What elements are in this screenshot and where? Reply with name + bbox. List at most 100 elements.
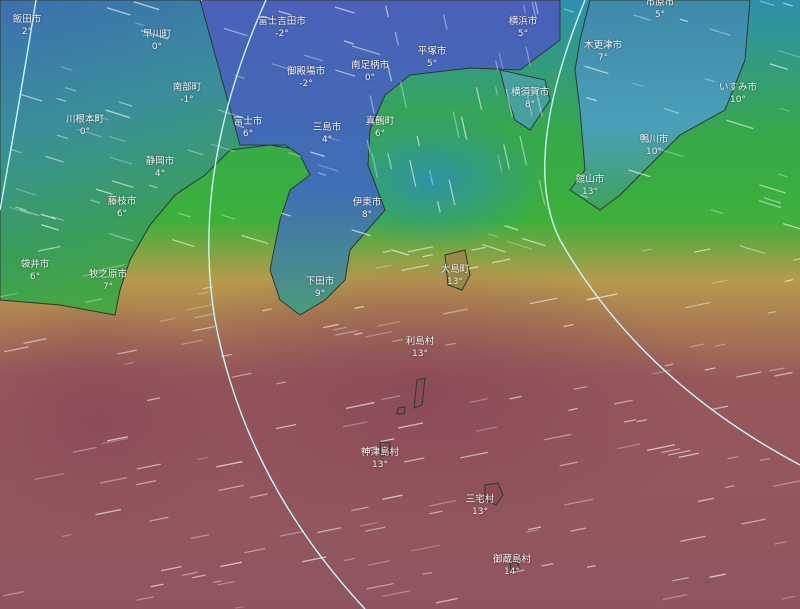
place-label[interactable]: 飯田市 2° <box>13 14 42 38</box>
place-label[interactable]: 御蔵島村 14° <box>493 554 531 578</box>
place-temperature: 13° <box>412 349 428 359</box>
wind-streak <box>95 508 121 516</box>
place-label[interactable]: 鴨川市 10° <box>640 134 669 158</box>
wind-streak <box>689 343 705 348</box>
wind-streak <box>522 4 527 14</box>
wind-streak <box>381 395 401 401</box>
place-label[interactable]: 横浜市 5° <box>509 16 538 40</box>
wind-streak <box>741 518 766 525</box>
wind-streak <box>767 310 777 314</box>
wind-streak <box>564 498 594 506</box>
wind-streak <box>288 152 302 158</box>
wind-streak <box>443 308 468 315</box>
place-label[interactable]: 富士市 6° <box>234 116 263 140</box>
place-label[interactable]: 三宅村 13° <box>466 494 495 518</box>
wind-streak <box>636 419 647 423</box>
place-label[interactable]: 館山市 13° <box>576 174 605 198</box>
wind-streak <box>495 60 499 71</box>
wind-streak <box>494 86 499 96</box>
wind-streak <box>105 109 131 119</box>
wind-streak <box>586 565 596 569</box>
wind-streak <box>56 97 67 102</box>
wind-streak <box>364 526 386 532</box>
wind-streak <box>390 249 409 256</box>
place-label[interactable]: 富士吉田市 -2° <box>258 16 306 40</box>
place-label[interactable]: 利島村 13° <box>406 336 435 360</box>
place-label[interactable]: 大島町 13° <box>441 264 470 288</box>
place-name: 木更津市 <box>583 40 623 51</box>
place-name: 静岡市 <box>145 156 175 167</box>
place-label[interactable]: 南部町 -1° <box>173 82 202 106</box>
wind-streak <box>82 270 107 277</box>
place-label[interactable]: 藤枝市 6° <box>108 196 137 220</box>
wind-streak <box>407 246 434 253</box>
place-name: 伊東市 <box>352 197 382 208</box>
wind-streak <box>410 544 440 552</box>
place-label[interactable]: 南足柄市 0° <box>351 60 389 84</box>
wind-streak <box>563 323 574 328</box>
wind-streak <box>111 180 134 189</box>
place-label[interactable]: 下田市 9° <box>306 276 335 300</box>
wind-streak <box>317 172 326 176</box>
wind-streak <box>40 213 56 220</box>
place-label[interactable]: 三島市 4° <box>313 122 342 146</box>
wind-streak <box>9 206 32 215</box>
place-temperature: 4° <box>154 169 166 179</box>
place-label[interactable]: 川根本町 0° <box>66 114 104 138</box>
place-label[interactable]: 神津島村 13° <box>361 447 399 471</box>
place-label[interactable]: いすみ市 10° <box>719 82 757 106</box>
wind-streak <box>148 184 158 189</box>
wind-streak <box>135 480 157 486</box>
wind-streak <box>77 128 102 138</box>
wind-streak <box>19 93 43 102</box>
place-temperature: 0° <box>151 42 163 52</box>
wind-streak <box>96 264 126 272</box>
place-label[interactable]: 牧之原市 7° <box>89 269 127 293</box>
wind-streak <box>367 560 390 566</box>
wind-streak <box>335 69 356 77</box>
wind-streak <box>23 338 47 344</box>
wind-streak <box>278 10 292 16</box>
place-label[interactable]: 真鶴町 6° <box>366 116 395 140</box>
place-label[interactable]: 静岡市 4° <box>146 156 175 180</box>
place-label[interactable]: 平塚市 5° <box>418 46 447 70</box>
wind-streak <box>303 54 323 62</box>
wind-streak <box>482 244 507 253</box>
place-label[interactable]: 木更津市 7° <box>584 40 622 64</box>
place-label[interactable]: 伊東市 8° <box>353 197 382 221</box>
wind-streak <box>334 6 355 14</box>
wind-streak <box>387 152 393 170</box>
wind-streak <box>448 179 456 206</box>
wind-streak <box>231 372 252 378</box>
wind-streak <box>159 317 175 323</box>
wind-streak <box>275 381 286 385</box>
place-label[interactable]: 早川町 0° <box>143 29 172 53</box>
place-temperature: 5° <box>654 10 666 20</box>
wind-streak <box>364 330 393 338</box>
wind-streak <box>784 279 794 282</box>
wind-streak <box>724 485 735 489</box>
wind-streak <box>492 258 511 264</box>
wind-streak <box>146 397 161 402</box>
wind-streak <box>382 590 411 598</box>
wind-streak <box>376 320 400 327</box>
place-label[interactable]: 御殿場市 -2° <box>287 66 325 90</box>
place-label[interactable]: 市原市 5° <box>646 0 675 21</box>
wind-streak <box>281 212 291 217</box>
place-label[interactable]: 4° <box>198 0 208 5</box>
place-name: 下田市 <box>305 276 335 287</box>
wind-streak <box>244 547 266 554</box>
wind-streak <box>351 229 371 237</box>
wind-streak <box>236 124 245 129</box>
place-label[interactable]: 袋井市 6° <box>21 259 50 283</box>
wind-streak <box>15 188 37 196</box>
wind-streak <box>108 232 134 242</box>
place-label[interactable]: 横須賀市 8° <box>511 87 549 111</box>
wind-streak <box>322 323 339 329</box>
wind-streak <box>382 250 391 254</box>
place-name: 南部町 <box>172 82 202 93</box>
land-oshima <box>444 249 471 291</box>
wind-streak <box>117 349 137 355</box>
